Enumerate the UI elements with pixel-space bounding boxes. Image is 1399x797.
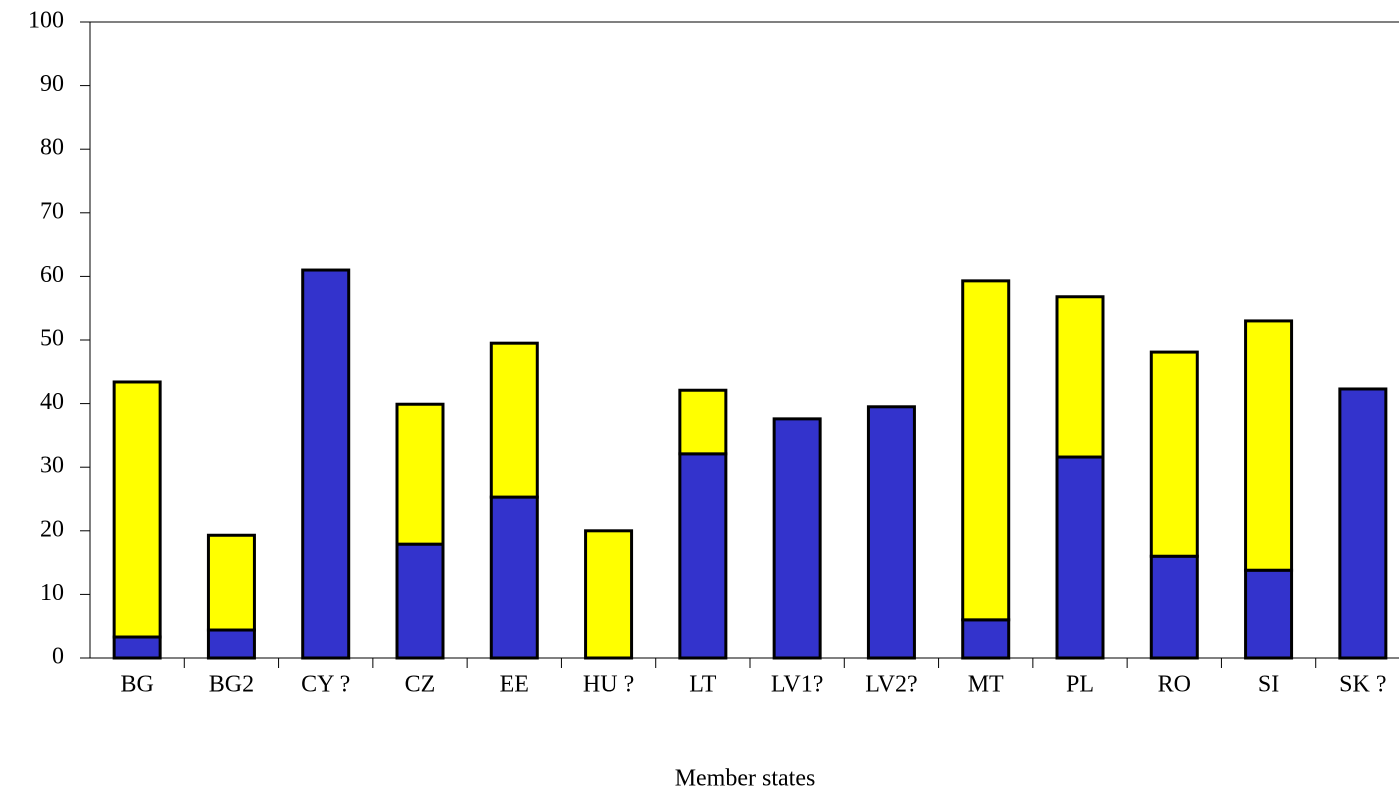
x-tick-label: LV1? (771, 672, 823, 698)
bar-segment (1055, 455, 1105, 660)
bar-segment (301, 268, 351, 660)
bar-segment (678, 452, 728, 660)
bar-segment (1149, 554, 1199, 660)
x-axis-title: Member states (675, 766, 816, 792)
y-tick-label: 70 (40, 198, 64, 224)
x-tick-label: MT (968, 672, 1004, 698)
bar-segment (1244, 568, 1294, 660)
bar-segment (206, 628, 256, 660)
bar-segment (206, 533, 256, 632)
y-tick-label: 90 (40, 71, 64, 97)
bar-segment (961, 279, 1011, 622)
y-tick-label: 80 (40, 135, 64, 161)
y-tick-label: 30 (40, 453, 64, 479)
y-tick-label: 40 (40, 389, 64, 415)
x-tick-label: LT (689, 672, 716, 698)
bar-segment (1338, 387, 1388, 660)
bar-segment (112, 380, 162, 639)
x-tick-label: BG (120, 672, 153, 698)
y-tick-label: 0 (52, 644, 64, 670)
bar-segment (584, 529, 634, 660)
bar-segment (866, 405, 916, 660)
bar-segment (489, 341, 539, 499)
bar-segment (489, 495, 539, 660)
bar-segment (112, 635, 162, 660)
y-tick-label: 20 (40, 516, 64, 542)
x-tick-label: RO (1158, 672, 1191, 698)
x-tick-label: BG2 (209, 672, 254, 698)
x-tick-label: LV2? (865, 672, 917, 698)
bar-segment (1055, 295, 1105, 459)
bar-segment (772, 417, 822, 660)
y-tick-label: 60 (40, 262, 64, 288)
y-tick-label: 50 (40, 326, 64, 352)
y-tick-label: 10 (40, 580, 64, 606)
bar-segment (1149, 350, 1199, 558)
x-tick-label: SK ? (1339, 672, 1386, 698)
bar-segment (1244, 319, 1294, 572)
y-tick-label: 100 (28, 8, 64, 34)
bar-segment (395, 402, 445, 546)
x-tick-label: EE (500, 672, 529, 698)
x-tick-label: SI (1258, 672, 1279, 698)
bar-segment (678, 388, 728, 456)
x-tick-label: PL (1066, 672, 1094, 698)
x-tick-label: HU ? (583, 672, 634, 698)
x-tick-label: CZ (405, 672, 436, 698)
bar-segment (961, 618, 1011, 660)
x-tick-label: CY ? (301, 672, 350, 698)
bar-segment (395, 542, 445, 660)
